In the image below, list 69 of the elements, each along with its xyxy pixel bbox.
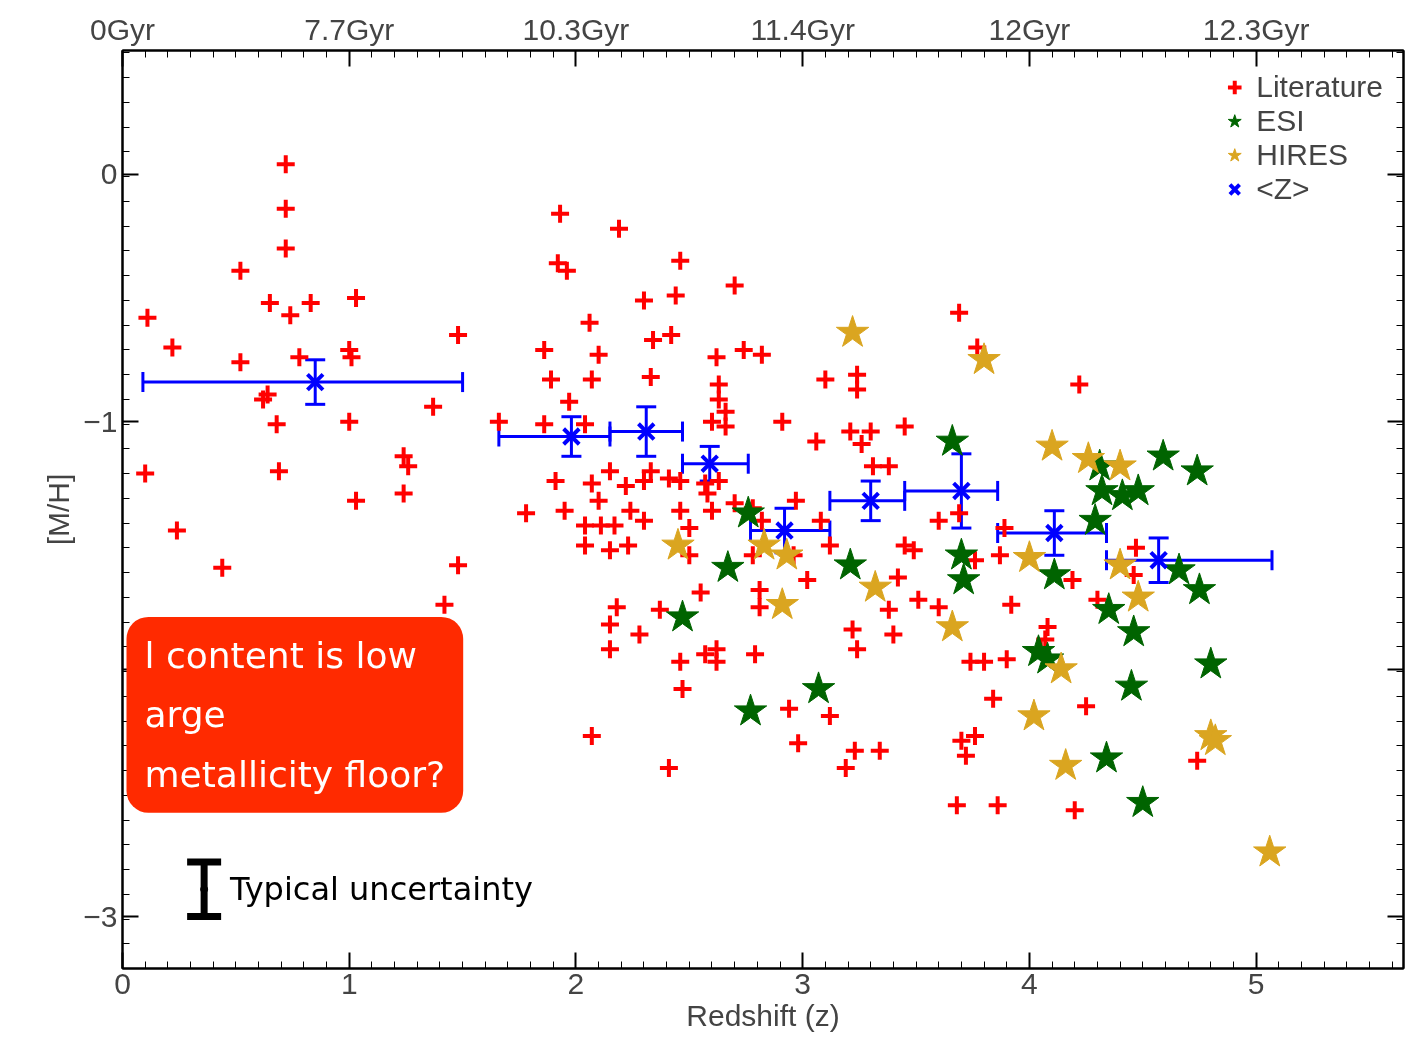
point bbox=[1126, 785, 1160, 817]
text: 7.7Gyr bbox=[304, 12, 395, 46]
point bbox=[1103, 547, 1137, 580]
point bbox=[935, 423, 969, 456]
x-tick-label: 2 bbox=[567, 966, 585, 1000]
point bbox=[1049, 748, 1083, 780]
point bbox=[1044, 523, 1065, 543]
point bbox=[1121, 579, 1155, 612]
text: 10.3Gyr bbox=[522, 12, 630, 46]
point bbox=[1180, 453, 1214, 486]
point bbox=[561, 426, 582, 447]
point bbox=[1253, 834, 1287, 867]
legend-label: ESI bbox=[1256, 104, 1305, 138]
point bbox=[946, 562, 981, 595]
point bbox=[1078, 503, 1112, 535]
y-axis-title: [M/H] bbox=[42, 473, 76, 546]
point bbox=[731, 495, 765, 528]
point bbox=[770, 537, 804, 570]
x-tick-label: 1 bbox=[340, 966, 358, 1000]
point bbox=[944, 537, 979, 570]
point bbox=[835, 315, 870, 347]
point bbox=[1092, 592, 1126, 624]
point bbox=[661, 527, 695, 560]
y-tick-label: 0 bbox=[100, 157, 118, 191]
point bbox=[1017, 698, 1051, 731]
annotation: l content is low arge metallicity floor? bbox=[144, 634, 446, 795]
point bbox=[967, 342, 1001, 375]
point bbox=[1044, 651, 1078, 684]
point bbox=[711, 550, 745, 582]
point bbox=[1194, 646, 1228, 679]
point bbox=[1085, 473, 1119, 506]
point bbox=[1146, 438, 1180, 471]
point bbox=[699, 453, 720, 474]
x-axis-title: Redshift (z) bbox=[686, 998, 840, 1032]
point bbox=[1037, 557, 1072, 590]
point bbox=[665, 599, 700, 632]
point bbox=[733, 693, 768, 726]
point bbox=[305, 372, 325, 392]
x-tick-label: 5 bbox=[1247, 966, 1265, 1000]
text: 0Gyr bbox=[90, 12, 156, 46]
point bbox=[1089, 740, 1124, 773]
point bbox=[1103, 448, 1137, 481]
point bbox=[935, 609, 969, 642]
point bbox=[1117, 614, 1151, 647]
legend-label: Literature bbox=[1256, 70, 1383, 104]
point bbox=[1071, 441, 1106, 474]
point bbox=[636, 421, 657, 442]
point bbox=[1012, 540, 1047, 572]
y-tick-label: −1 bbox=[83, 404, 118, 438]
point bbox=[951, 481, 972, 501]
text: 12.3Gyr bbox=[1202, 12, 1310, 46]
point bbox=[858, 569, 892, 602]
text: 11.4Gyr bbox=[750, 12, 855, 46]
point bbox=[860, 491, 881, 511]
point bbox=[801, 671, 836, 704]
x-tick-label: 4 bbox=[1021, 966, 1038, 1000]
point bbox=[1035, 428, 1069, 461]
point bbox=[1148, 550, 1169, 570]
point bbox=[1121, 473, 1155, 506]
point bbox=[1182, 572, 1217, 605]
legend-label: HIRES bbox=[1256, 138, 1348, 172]
point bbox=[833, 547, 867, 580]
y-tick-label: −3 bbox=[83, 899, 118, 933]
text: 12Gyr bbox=[988, 12, 1071, 46]
legend-label: <Z> bbox=[1256, 172, 1310, 206]
x-tick-label: 3 bbox=[794, 966, 812, 1000]
annotation: Typical uncertainty bbox=[229, 870, 533, 909]
point bbox=[765, 587, 799, 620]
point bbox=[1114, 668, 1149, 701]
